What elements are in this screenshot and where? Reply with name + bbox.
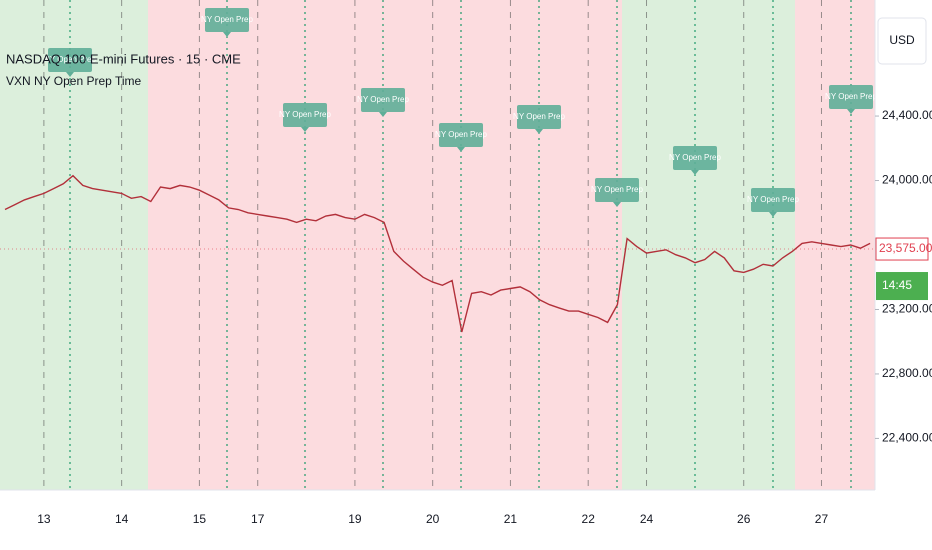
annotation-box	[439, 123, 483, 147]
annotation-pointer	[535, 129, 543, 134]
currency-box[interactable]	[877, 17, 927, 65]
annotation-box	[595, 178, 639, 202]
annotation-label: NY Open Prep	[591, 185, 643, 194]
y-tick-label: 24,400.00	[882, 108, 932, 122]
last-price-box	[875, 237, 929, 261]
x-tick-label: 17	[251, 512, 265, 526]
annotation-label: NY Open Prep	[201, 15, 253, 24]
annotation-label: NY Open Prep	[279, 110, 331, 119]
x-tick-label: 19	[348, 512, 362, 526]
annotation-pointer	[691, 170, 699, 175]
x-tick-label: 26	[737, 512, 751, 526]
x-tick-label: 24	[640, 512, 654, 526]
annotation-label: NY Open Prep	[357, 95, 409, 104]
time-axis	[0, 490, 875, 550]
price-line	[4, 174, 871, 333]
annotation-box	[673, 146, 717, 170]
x-tick-label: 20	[426, 512, 440, 526]
x-tick-label: 13	[37, 512, 51, 526]
annotation-label: NY Open Prep	[44, 55, 96, 64]
currency: USD	[889, 33, 915, 47]
annotation-label: NY Open Prep	[747, 195, 799, 204]
annotation-box	[751, 188, 795, 212]
y-tick-label: 22,800.00	[882, 366, 932, 380]
x-tick-label: 22	[582, 512, 596, 526]
annotation-pointer	[769, 212, 777, 217]
annotation-pointer	[66, 72, 74, 77]
bg-green	[622, 0, 795, 490]
chart-title: NASDAQ 100 E-mini Futures · 15 · CME	[6, 51, 241, 66]
annotation-box	[361, 88, 405, 112]
indicator-name: VXN NY Open Prep Time	[6, 74, 141, 88]
y-tick-label: 23,200.00	[882, 302, 932, 316]
x-tick-label: 21	[504, 512, 518, 526]
countdown: 14:45	[882, 278, 912, 292]
y-tick-label: 24,000.00	[882, 173, 932, 187]
annotation-box	[517, 105, 561, 129]
countdown-box	[876, 272, 928, 301]
annotation-pointer	[457, 147, 465, 152]
annotation-pointer	[379, 112, 387, 117]
last-price-label: 23,575.00	[879, 241, 932, 255]
x-tick-label: 27	[815, 512, 829, 526]
annotation-box	[48, 48, 92, 72]
annotation-pointer	[223, 32, 231, 37]
annotation-pointer	[613, 202, 621, 207]
annotation-label: NY Open Prep	[825, 92, 877, 101]
bg-red	[148, 0, 622, 490]
annotation-pointer	[847, 109, 855, 114]
annotation-box	[283, 103, 327, 127]
annotation-box	[829, 85, 873, 109]
x-tick-label: 14	[115, 512, 129, 526]
y-tick-label: 22,400.00	[882, 431, 932, 445]
annotation-label: NY Open Prep	[435, 130, 487, 139]
bg-green	[0, 0, 148, 490]
annotation-label: NY Open Prep	[669, 153, 721, 162]
x-tick-label: 15	[193, 512, 207, 526]
annotation-box	[205, 8, 249, 32]
annotation-pointer	[301, 127, 309, 132]
annotation-label: NY Open Prep	[513, 112, 565, 121]
